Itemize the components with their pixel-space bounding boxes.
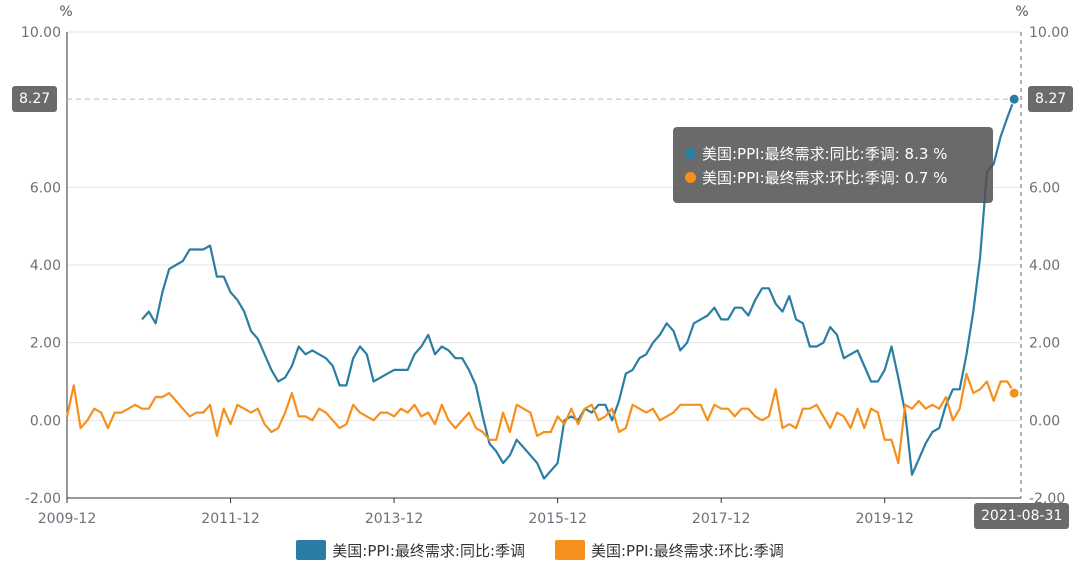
legend-item-yoy[interactable]: 美国:PPI:最终需求:同比:季调: [296, 540, 525, 561]
series-line-yoy: [141, 98, 1016, 480]
y-tick-label-right: 0.00: [1029, 413, 1060, 429]
y-tick-label-left: 4.00: [30, 258, 61, 274]
y-unit-left: %: [59, 4, 72, 20]
y-unit-right: %: [1015, 4, 1028, 20]
y-tick-label-right: 10.00: [1029, 25, 1069, 41]
y-pointer-label-right: 8.27: [1028, 86, 1074, 112]
x-tick-label: 2009-12: [38, 511, 97, 527]
y-tick-label-left: 6.00: [30, 180, 61, 196]
series-mom-dot-icon: [685, 171, 696, 183]
series-line-mom-end-point: [1008, 387, 1020, 399]
tooltip-mom-text: 美国:PPI:最终需求:环比:季调: 0.7 %: [702, 168, 948, 187]
series-yoy-dot-icon: [685, 147, 696, 159]
legend-swatch-yoy-icon: [296, 540, 327, 560]
series-line-mom: [65, 372, 1016, 465]
x-tick-label: 2017-12: [692, 511, 751, 527]
legend-label-mom: 美国:PPI:最终需求:环比:季调: [591, 541, 784, 560]
legend: 美国:PPI:最终需求:同比:季调 美国:PPI:最终需求:环比:季调: [0, 530, 1080, 570]
x-tick-label: 2019-12: [855, 511, 914, 527]
legend-item-mom[interactable]: 美国:PPI:最终需求:环比:季调: [555, 540, 784, 561]
y-tick-label-left: -2.00: [25, 491, 61, 507]
tooltip-row-yoy: 美国:PPI:最终需求:同比:季调: 8.3 %: [685, 141, 981, 165]
y-tick-label-left: 0.00: [30, 413, 61, 429]
tooltip-row-mom: 美国:PPI:最终需求:环比:季调: 0.7 %: [685, 165, 981, 189]
series-line-yoy-end-point: [1008, 93, 1020, 105]
x-tick-label: 2013-12: [365, 511, 424, 527]
y-tick-label-right: 6.00: [1029, 180, 1060, 196]
y-tick-label-left: 10.00: [21, 25, 61, 41]
y-tick-label-left: 2.00: [30, 336, 61, 352]
x-tick-label: 2011-12: [201, 511, 260, 527]
x-tick-label: 2015-12: [528, 511, 587, 527]
y-tick-label-right: 2.00: [1029, 336, 1060, 352]
y-tick-label-right: 4.00: [1029, 258, 1060, 274]
tooltip: 美国:PPI:最终需求:同比:季调: 8.3 % 美国:PPI:最终需求:环比:…: [673, 127, 993, 203]
y-pointer-label-left: 8.27: [12, 86, 58, 112]
legend-swatch-mom-icon: [555, 540, 585, 560]
tooltip-yoy-text: 美国:PPI:最终需求:同比:季调: 8.3 %: [702, 144, 948, 163]
legend-label-yoy: 美国:PPI:最终需求:同比:季调: [332, 541, 525, 560]
x-pointer-label: 2021-08-31: [974, 503, 1070, 529]
